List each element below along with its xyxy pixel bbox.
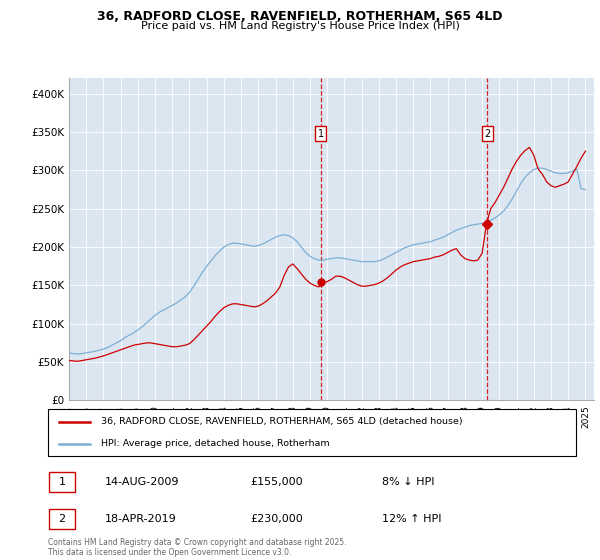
Text: 2: 2: [59, 514, 65, 524]
FancyBboxPatch shape: [49, 509, 75, 529]
Text: 18-APR-2019: 18-APR-2019: [105, 514, 177, 524]
Text: 36, RADFORD CLOSE, RAVENFIELD, ROTHERHAM, S65 4LD: 36, RADFORD CLOSE, RAVENFIELD, ROTHERHAM…: [97, 10, 503, 23]
Text: Contains HM Land Registry data © Crown copyright and database right 2025.
This d: Contains HM Land Registry data © Crown c…: [48, 538, 347, 557]
Text: 1: 1: [59, 477, 65, 487]
FancyBboxPatch shape: [49, 472, 75, 492]
Text: 12% ↑ HPI: 12% ↑ HPI: [382, 514, 442, 524]
Text: 14-AUG-2009: 14-AUG-2009: [105, 477, 180, 487]
Text: £155,000: £155,000: [250, 477, 303, 487]
Text: 2: 2: [484, 129, 490, 139]
Text: 36, RADFORD CLOSE, RAVENFIELD, ROTHERHAM, S65 4LD (detached house): 36, RADFORD CLOSE, RAVENFIELD, ROTHERHAM…: [101, 417, 463, 426]
Text: £230,000: £230,000: [250, 514, 303, 524]
Text: 8% ↓ HPI: 8% ↓ HPI: [382, 477, 435, 487]
Text: 1: 1: [317, 129, 324, 139]
Text: Price paid vs. HM Land Registry's House Price Index (HPI): Price paid vs. HM Land Registry's House …: [140, 21, 460, 31]
Text: HPI: Average price, detached house, Rotherham: HPI: Average price, detached house, Roth…: [101, 439, 329, 448]
